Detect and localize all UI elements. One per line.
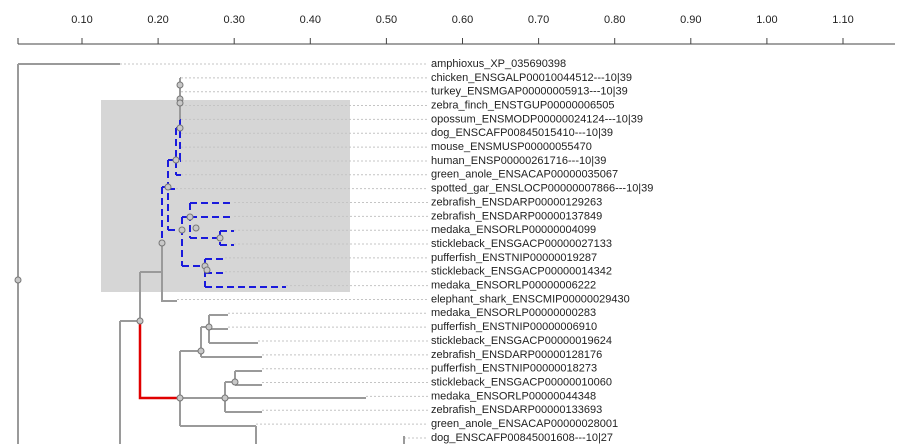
scale-tick-label: 0.40 — [300, 14, 321, 26]
node — [176, 124, 184, 132]
leaf-label: green_anole_ENSACAP00000035067 — [431, 169, 618, 181]
scale-tick-label: 0.70 — [528, 14, 549, 26]
leaf-label: dog_ENSCAFP00845015410---10|39 — [431, 127, 613, 139]
leaf-label: dog_ENSCAFP00845001608---10|27 — [431, 432, 613, 444]
node — [216, 234, 224, 242]
leaf-label: amphioxus_XP_035690398 — [431, 58, 566, 70]
node — [176, 81, 184, 89]
node — [14, 276, 22, 284]
leaf-label: medaka_ENSORLP00000044348 — [431, 390, 596, 402]
scale-tick-label: 1.00 — [756, 14, 777, 26]
leaf-label: stickleback_ENSGACP00000014342 — [431, 266, 612, 278]
leaf-label: pufferfish_ENSTNIP00000006910 — [431, 321, 597, 333]
node — [186, 213, 194, 221]
leaf-label: human_ENSP00000261716---10|39 — [431, 155, 606, 167]
scale-tick-label: 0.30 — [223, 14, 244, 26]
scale-tick-label: 0.10 — [71, 14, 92, 26]
node — [192, 224, 200, 232]
leaf-label: green_anole_ENSACAP00000028001 — [431, 418, 618, 430]
leaf-label: spotted_gar_ENSLOCP00000007866---10|39 — [431, 183, 653, 195]
leaf-label: zebrafish_ENSDARP00000129263 — [431, 196, 602, 208]
leaf-label: mouse_ENSMUSP00000055470 — [431, 141, 592, 153]
leaf-label: opossum_ENSMODP00000024124---10|39 — [431, 113, 643, 125]
branch — [17, 63, 177, 444]
node — [172, 156, 180, 164]
leaf-guides — [120, 63, 428, 439]
scale-tick-label: 0.60 — [452, 14, 473, 26]
scale-tick-label: 0.90 — [680, 14, 701, 26]
leaf-label: elephant_shark_ENSCMIP00000029430 — [431, 293, 630, 305]
highlighted-branch — [138, 321, 180, 400]
leaf-label: chicken_ENSGALP00010044512---10|39 — [431, 72, 632, 84]
leaf-label: stickleback_ENSGACP00000019624 — [431, 335, 612, 347]
node — [164, 183, 172, 191]
highlighted-clade — [161, 119, 286, 288]
branch — [179, 314, 405, 444]
nodes — [14, 81, 239, 402]
scale-tick-label: 0.80 — [604, 14, 625, 26]
leaf-label: zebrafish_ENSDARP00000133693 — [431, 404, 602, 416]
node — [203, 266, 211, 274]
leaf-label: pufferfish_ENSTNIP00000019287 — [431, 252, 597, 264]
node — [176, 99, 184, 107]
node — [176, 394, 184, 402]
node — [231, 378, 239, 386]
node — [158, 239, 166, 247]
node — [221, 394, 229, 402]
branches — [14, 63, 405, 444]
node — [197, 347, 205, 355]
leaf-label: stickleback_ENSGACP00000027133 — [431, 238, 612, 250]
node — [136, 317, 144, 325]
highlight-box — [101, 100, 350, 292]
scale-tick-label: 1.10 — [832, 14, 853, 26]
node — [178, 226, 186, 234]
leaf-label: medaka_ENSORLP00000000283 — [431, 307, 596, 319]
leaf-label: medaka_ENSORLP00000006222 — [431, 280, 596, 292]
node — [205, 323, 213, 331]
scale-tick-label: 0.20 — [147, 14, 168, 26]
leaf-label: stickleback_ENSGACP00000010060 — [431, 376, 612, 388]
leaf-label: turkey_ENSMGAP00000005913---10|39 — [431, 86, 628, 98]
leaf-label: zebrafish_ENSDARP00000137849 — [431, 210, 602, 222]
leaf-label: pufferfish_ENSTNIP00000018273 — [431, 363, 597, 375]
leaf-label: zebrafish_ENSDARP00000128176 — [431, 349, 602, 361]
leaf-label: zebra_finch_ENSTGUP00000006505 — [431, 99, 614, 111]
leaf-label: medaka_ENSORLP00000004099 — [431, 224, 596, 236]
scale-tick-label: 0.50 — [376, 14, 397, 26]
